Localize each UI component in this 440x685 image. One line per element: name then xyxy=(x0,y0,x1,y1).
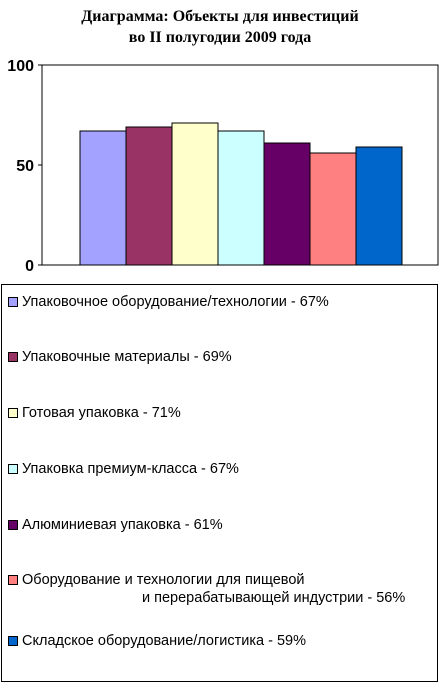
bar-6 xyxy=(309,152,357,266)
bar-4 xyxy=(217,130,265,266)
bars xyxy=(79,122,403,266)
y-tick-label: 100 xyxy=(7,58,34,75)
chart-title-line-1: Диаграмма: Объекты для инвестиций xyxy=(81,8,359,25)
legend-swatch xyxy=(8,575,18,585)
bar-2 xyxy=(125,126,173,266)
y-axis: 100 50 0 xyxy=(7,58,42,275)
legend-label: Упаковка премиум-класса - 67% xyxy=(22,461,239,477)
legend-label: Готовая упаковка - 71% xyxy=(22,405,181,421)
y-tick-label: 0 xyxy=(25,258,34,275)
legend-label: Упаковочное оборудование/технологии - 67… xyxy=(22,294,329,310)
chart-title: Диаграмма: Объекты для инвестиций во II … xyxy=(0,6,440,48)
y-tick-label: 50 xyxy=(16,158,34,175)
legend-label: Упаковочные материалы - 69% xyxy=(22,349,232,365)
legend-swatch xyxy=(8,520,18,530)
legend-swatch xyxy=(8,464,18,474)
bar-7 xyxy=(355,146,403,266)
legend-label: Оборудование и технологии для пищевой и п… xyxy=(22,572,406,606)
bar-3 xyxy=(171,122,219,266)
legend-label: Алюминиевая упаковка - 61% xyxy=(22,517,223,533)
legend-swatch xyxy=(8,408,18,418)
legend-swatch xyxy=(8,297,18,307)
chart-title-line-2: во II полугодии 2009 года xyxy=(128,29,312,46)
bar-5 xyxy=(263,142,311,266)
legend: Упаковочное оборудование/технологии - 67… xyxy=(1,284,438,682)
legend-swatch xyxy=(8,636,18,646)
bar-chart: 100 50 0 xyxy=(7,58,439,275)
legend-label: Складское оборудование/логистика - 59% xyxy=(22,633,307,649)
legend-swatch xyxy=(8,352,18,362)
bar-1 xyxy=(79,130,127,266)
